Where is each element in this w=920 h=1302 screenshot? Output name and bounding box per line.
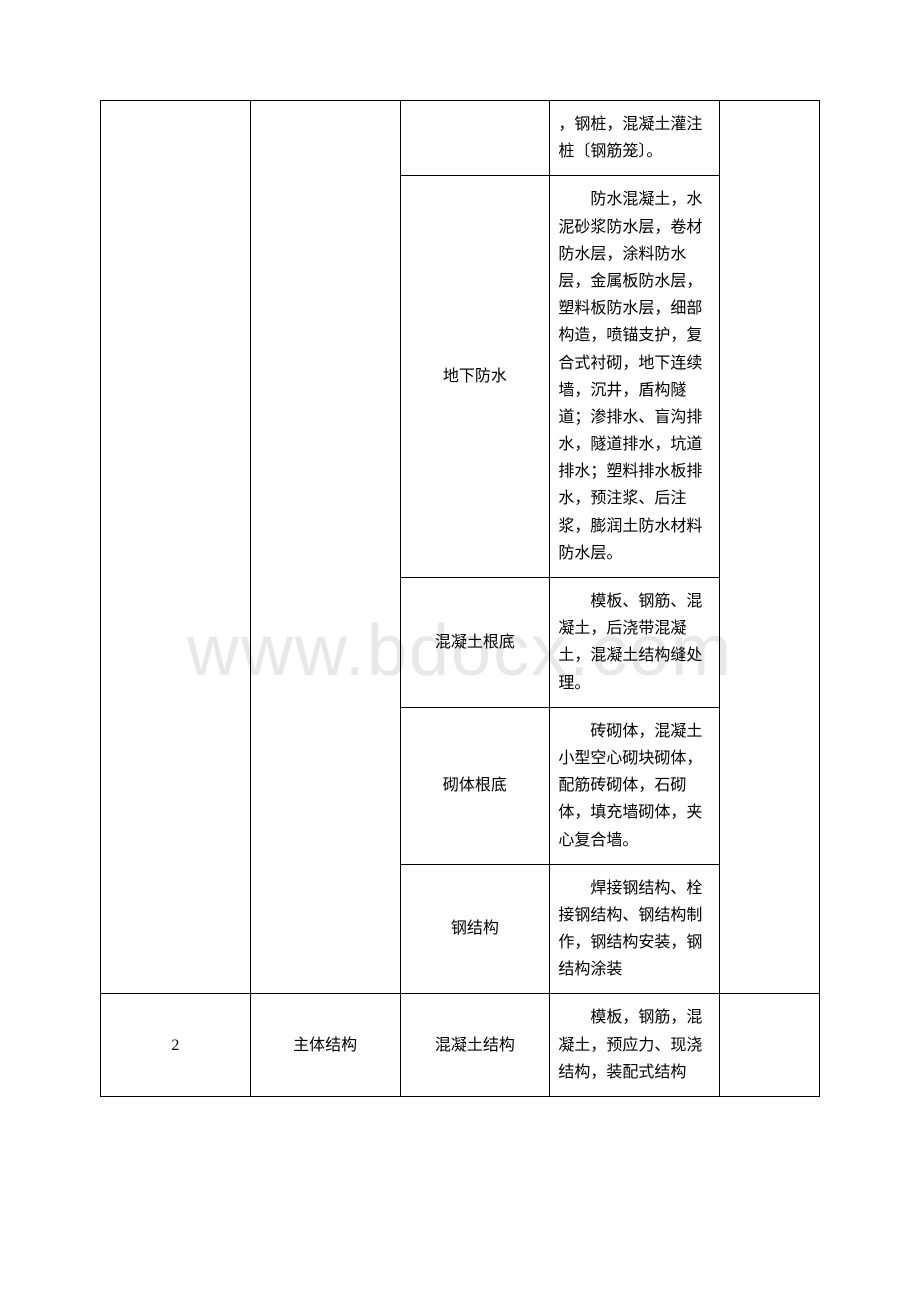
table-cell-content: 模板、钢筋、混凝土，后浇带混凝土，混凝土结构缝处理。 [550, 578, 720, 708]
table-cell-content: 防水混凝土，水泥砂浆防水层，卷材防水层，涂料防水层，金属板防水层，塑料板防水层，… [550, 176, 720, 578]
table-body: ，钢桩，混凝土灌注桩〔钢筋笼〕。 地下防水 防水混凝土，水泥砂浆防水层，卷材防水… [101, 101, 820, 1097]
table-cell-subcategory [400, 101, 550, 176]
table-cell-content: 砖砌体，混凝土小型空心砌块砌体，配筋砖砌体，石砌体，填充墙砌体，夹心复合墙。 [550, 707, 720, 864]
specification-table: ，钢桩，混凝土灌注桩〔钢筋笼〕。 地下防水 防水混凝土，水泥砂浆防水层，卷材防水… [100, 100, 820, 1097]
table-cell-content: 焊接钢结构、栓接钢结构、钢结构制作，钢结构安装，钢结构涂装 [550, 864, 720, 994]
table-cell-subcategory: 混凝土根底 [400, 578, 550, 708]
table-cell-subcategory: 地下防水 [400, 176, 550, 578]
table-cell-category [250, 101, 400, 994]
table-cell-content: ，钢桩，混凝土灌注桩〔钢筋笼〕。 [550, 101, 720, 176]
table-row: ，钢桩，混凝土灌注桩〔钢筋笼〕。 [101, 101, 820, 176]
table-cell-subcategory: 砌体根底 [400, 707, 550, 864]
table-cell-seq: 2 [101, 994, 251, 1097]
table-cell-remark [720, 101, 820, 994]
table-cell-category: 主体结构 [250, 994, 400, 1097]
table-cell-subcategory: 混凝土结构 [400, 994, 550, 1097]
table-cell-subcategory: 钢结构 [400, 864, 550, 994]
table-cell-seq [101, 101, 251, 994]
table-row: 2 主体结构 混凝土结构 模板，钢筋，混凝土，预应力、现浇结构，装配式结构 [101, 994, 820, 1097]
table-cell-content: 模板，钢筋，混凝土，预应力、现浇结构，装配式结构 [550, 994, 720, 1097]
table-cell-remark [720, 994, 820, 1097]
